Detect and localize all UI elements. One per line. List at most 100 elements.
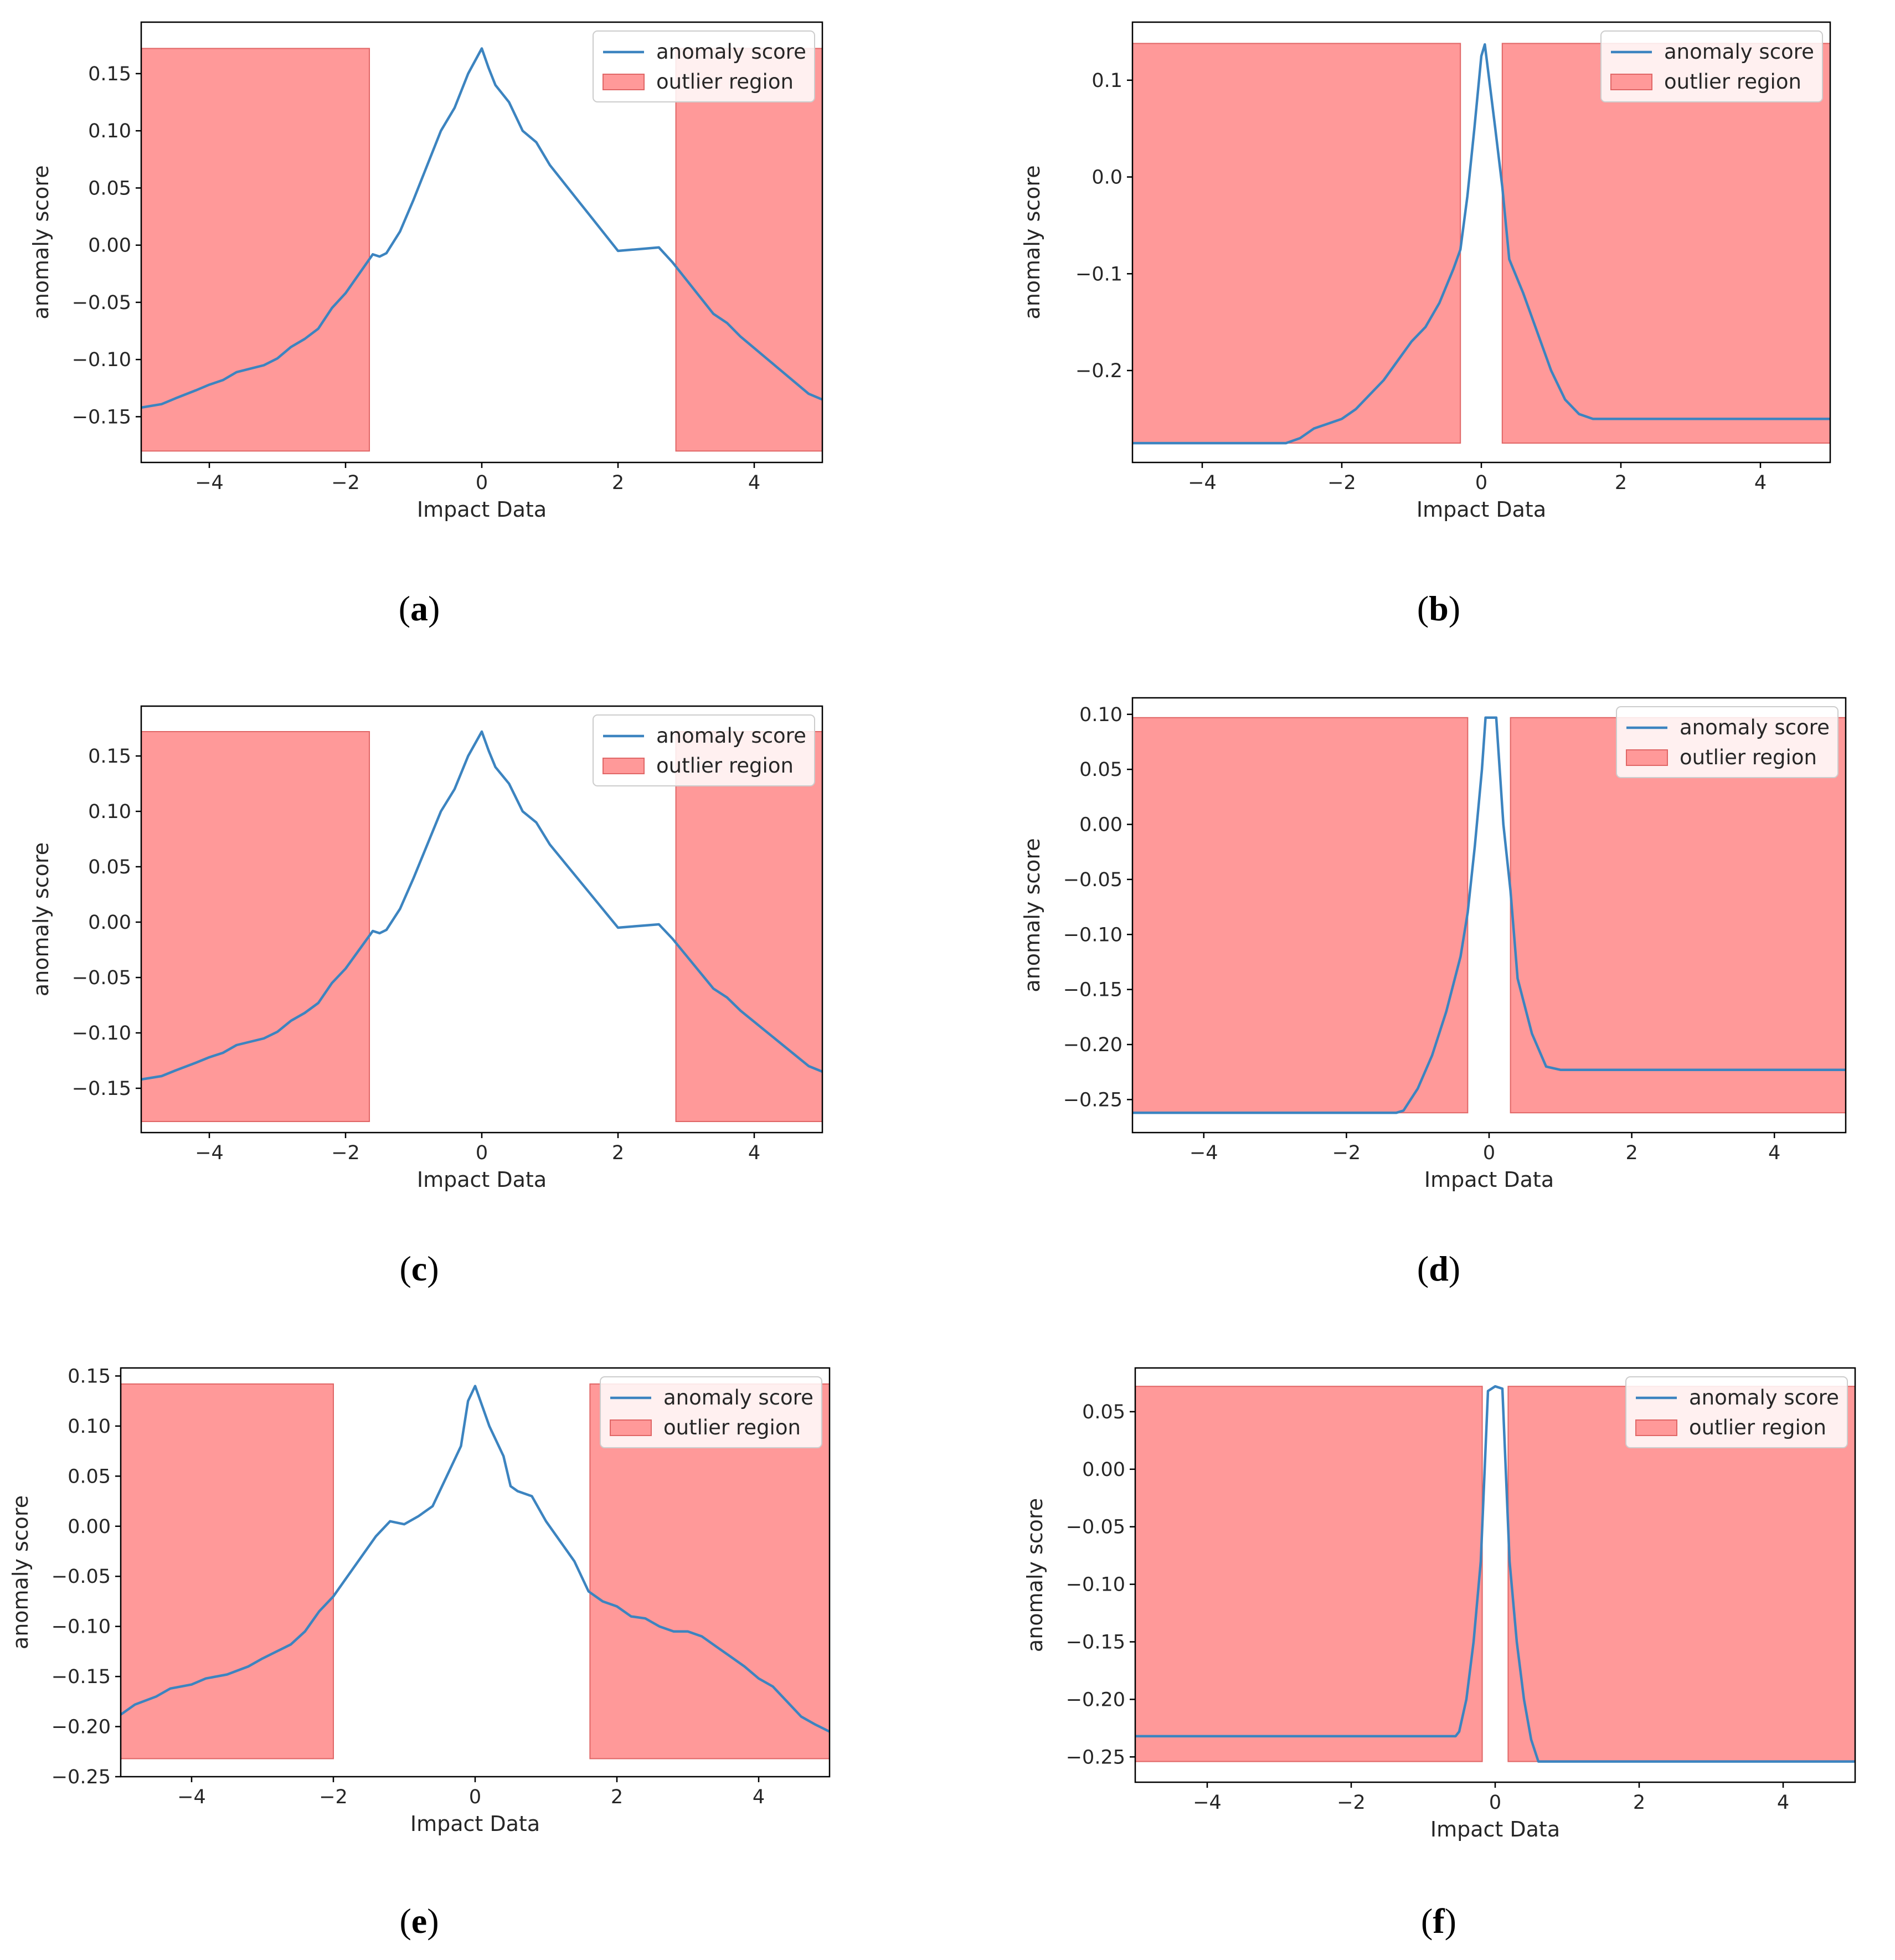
x-tick-label: 2 bbox=[612, 472, 624, 494]
y-tick-label: −0.15 bbox=[1066, 1632, 1125, 1654]
x-tick-label: 2 bbox=[1633, 1792, 1645, 1814]
y-axis-label: anomaly score bbox=[29, 842, 53, 996]
x-tick-label: 0 bbox=[1483, 1142, 1495, 1164]
y-tick-label: 0.1 bbox=[1091, 70, 1122, 92]
legend-region-swatch bbox=[1626, 749, 1668, 766]
x-tick-label: 2 bbox=[612, 1142, 624, 1164]
y-tick-label: 0.05 bbox=[88, 856, 131, 878]
x-tick-label: −4 bbox=[1193, 1792, 1222, 1814]
x-tick-label: −4 bbox=[177, 1786, 206, 1808]
x-tick-label: −2 bbox=[331, 1142, 360, 1164]
x-tick-label: 0 bbox=[1475, 472, 1487, 494]
subplot-f: −4 −2 0 2 4 −0.25 −0.20 −0.15 −0.10 −0.05 0.00 0.05… bbox=[1023, 1367, 1856, 1941]
x-tick-label: 4 bbox=[1768, 1142, 1780, 1164]
legend: anomaly score outlier region bbox=[593, 30, 815, 102]
legend-label-anomaly-score: anomaly score bbox=[656, 40, 806, 64]
y-tick-label: −0.20 bbox=[52, 1716, 111, 1738]
legend: anomaly score outlier region bbox=[1600, 30, 1823, 102]
y-axis-label: anomaly score bbox=[1020, 838, 1044, 992]
outlier-region-1 bbox=[141, 48, 370, 452]
outlier-region-1 bbox=[141, 731, 370, 1122]
y-tick-label: 0.15 bbox=[68, 1365, 111, 1387]
x-tick-label: 0 bbox=[1489, 1792, 1501, 1814]
y-tick-label: 0.0 bbox=[1091, 167, 1122, 189]
y-tick-label: −0.25 bbox=[52, 1766, 111, 1788]
x-tick-label: −2 bbox=[331, 472, 360, 494]
legend-box bbox=[593, 30, 815, 102]
legend-label-outlier-region: outlier region bbox=[1689, 1416, 1826, 1439]
legend-label-outlier-region: outlier region bbox=[663, 1416, 801, 1439]
y-tick-label: −0.20 bbox=[1066, 1689, 1125, 1711]
y-tick-label: −0.10 bbox=[72, 1022, 131, 1045]
subplot-caption: (e) bbox=[399, 1901, 439, 1941]
y-tick-label: −0.05 bbox=[52, 1566, 111, 1588]
y-tick-label: −0.05 bbox=[1066, 1516, 1125, 1539]
outlier-region-1 bbox=[120, 1383, 334, 1760]
y-tick-label: −0.25 bbox=[1063, 1089, 1122, 1111]
legend-label-outlier-region: outlier region bbox=[656, 70, 794, 94]
subplot-caption: (a) bbox=[399, 589, 440, 628]
subplot-caption: (b) bbox=[1417, 589, 1460, 628]
subplot-caption: (d) bbox=[1417, 1249, 1460, 1288]
y-tick-label: −0.05 bbox=[72, 967, 131, 989]
x-tick-label: −2 bbox=[319, 1786, 348, 1808]
anomaly-score-line bbox=[141, 730, 823, 1081]
legend-label-anomaly-score: anomaly score bbox=[656, 724, 806, 748]
x-tick-label: −4 bbox=[195, 1142, 224, 1164]
legend: anomaly score outlier region bbox=[1616, 706, 1839, 778]
y-tick-label: 0.05 bbox=[1079, 759, 1122, 781]
legend-region-swatch bbox=[603, 758, 645, 774]
y-tick-label: 0.00 bbox=[88, 912, 131, 934]
x-tick-label: 2 bbox=[1625, 1142, 1637, 1164]
x-tick-label: 4 bbox=[753, 1786, 765, 1808]
y-tick-label: −0.05 bbox=[1063, 869, 1122, 891]
y-tick-label: −0.10 bbox=[1066, 1574, 1125, 1596]
legend-region-swatch bbox=[1610, 74, 1652, 90]
legend-label-anomaly-score: anomaly score bbox=[663, 1386, 813, 1409]
legend: anomaly score outlier region bbox=[593, 714, 815, 786]
y-tick-label: 0.10 bbox=[88, 801, 131, 823]
x-tick-label: −4 bbox=[195, 472, 224, 494]
legend-region-swatch bbox=[610, 1419, 652, 1436]
legend-region-swatch bbox=[1635, 1419, 1677, 1436]
y-tick-label: 0.00 bbox=[68, 1516, 111, 1538]
x-tick-label: 0 bbox=[476, 472, 488, 494]
x-axis-label: Impact Data bbox=[1430, 1817, 1560, 1841]
legend-box bbox=[1625, 1376, 1848, 1448]
y-axis-label: anomaly score bbox=[1023, 1498, 1047, 1652]
legend-label-anomaly-score: anomaly score bbox=[1689, 1386, 1839, 1409]
outlier-region-1 bbox=[1132, 717, 1469, 1114]
y-tick-label: 0.05 bbox=[88, 177, 131, 199]
y-tick-label: −0.2 bbox=[1075, 360, 1122, 382]
legend-box bbox=[1600, 30, 1823, 102]
y-tick-label: 0.00 bbox=[1079, 814, 1122, 836]
x-tick-label: 2 bbox=[611, 1786, 623, 1808]
subplot-e: −4 −2 0 2 4 −0.25 −0.20 −0.15 −0.10 −0.05 0.00 0.05… bbox=[8, 1365, 831, 1941]
anomaly-score-line bbox=[1135, 1385, 1855, 1763]
x-axis-label: Impact Data bbox=[1424, 1167, 1554, 1192]
y-tick-label: −0.1 bbox=[1075, 263, 1122, 285]
subplot-b: −4 −2 0 2 4 −0.2 −0.1 0.0 0.1 Impact Data anomaly … bbox=[1020, 21, 1831, 628]
anomaly-score-line bbox=[1132, 43, 1830, 445]
y-tick-label: 0.05 bbox=[68, 1465, 111, 1488]
y-tick-label: −0.15 bbox=[72, 1078, 131, 1100]
y-tick-label: −0.10 bbox=[1063, 924, 1122, 946]
legend-box bbox=[593, 714, 815, 786]
x-tick-label: −2 bbox=[1327, 472, 1356, 494]
y-tick-label: −0.10 bbox=[52, 1616, 111, 1638]
legend-box bbox=[600, 1376, 822, 1448]
y-tick-label: 0.10 bbox=[1079, 704, 1122, 726]
y-tick-label: 0.00 bbox=[88, 235, 131, 257]
x-tick-label: 0 bbox=[469, 1786, 481, 1808]
y-axis-label: anomaly score bbox=[1020, 165, 1044, 319]
subplot-caption: (f) bbox=[1421, 1901, 1456, 1941]
x-tick-label: −4 bbox=[1189, 1142, 1218, 1164]
y-tick-label: 0.00 bbox=[1082, 1459, 1125, 1481]
y-tick-label: 0.15 bbox=[88, 63, 131, 85]
y-tick-label: −0.25 bbox=[1066, 1746, 1125, 1768]
y-tick-label: −0.10 bbox=[72, 349, 131, 371]
y-axis-label: anomaly score bbox=[8, 1495, 33, 1649]
x-tick-label: 4 bbox=[1777, 1792, 1789, 1814]
